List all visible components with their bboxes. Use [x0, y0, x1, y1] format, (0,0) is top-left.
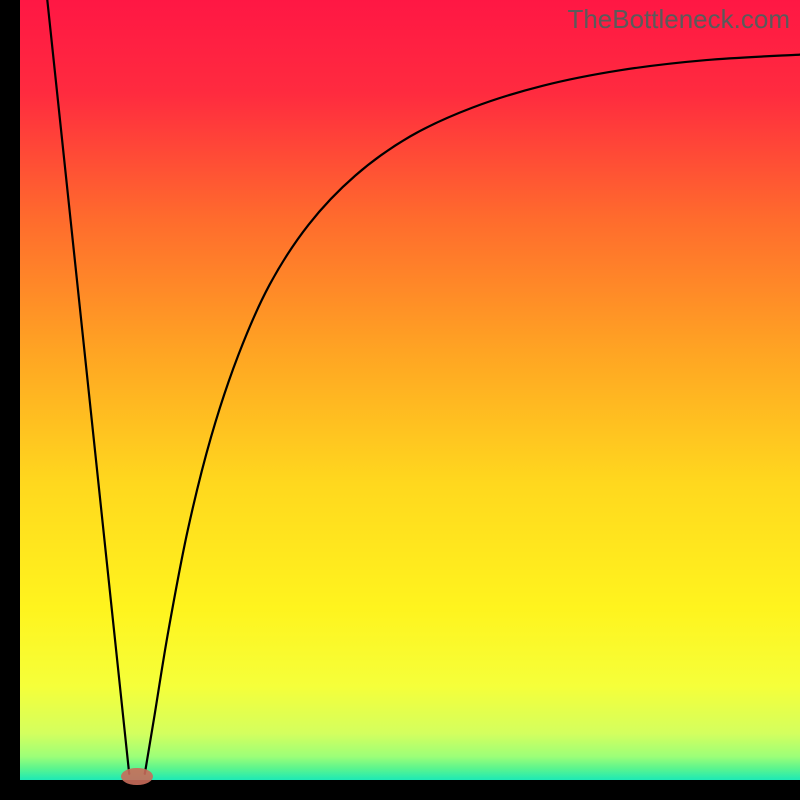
watermark-text: TheBottleneck.com	[567, 4, 790, 35]
y-axis-bar	[0, 0, 20, 800]
bottleneck-curve	[20, 0, 800, 780]
plot-area	[20, 0, 800, 780]
x-axis-bar	[0, 780, 800, 800]
chart-container: TheBottleneck.com	[0, 0, 800, 800]
